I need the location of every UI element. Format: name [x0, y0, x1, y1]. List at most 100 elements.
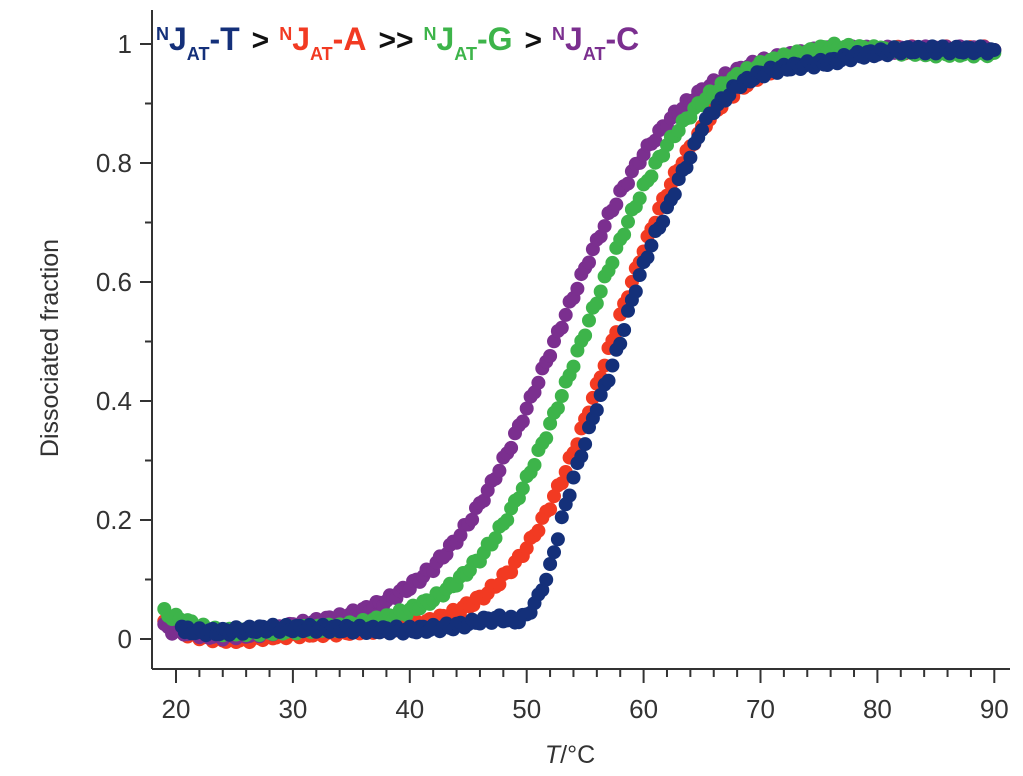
data-point	[589, 296, 604, 311]
data-point	[543, 349, 558, 363]
data-point	[609, 197, 624, 212]
data-point	[515, 414, 530, 429]
data-point	[465, 512, 480, 527]
legend-label: -T	[209, 21, 240, 57]
data-point	[531, 375, 546, 390]
data-point	[987, 42, 1002, 57]
y-tick-label: 0.8	[96, 148, 132, 178]
legend-sub: AT	[187, 44, 210, 64]
legend-sub: AT	[310, 44, 333, 64]
data-point	[621, 303, 635, 318]
data-point	[492, 463, 507, 478]
x-tick-label: 60	[629, 694, 658, 724]
data-point	[566, 359, 581, 374]
data-point	[531, 523, 546, 538]
legend-label: -G	[477, 21, 513, 57]
data-point	[504, 440, 519, 455]
data-point	[695, 122, 709, 137]
y-tick-label: 0.4	[96, 386, 132, 416]
data-point	[656, 214, 671, 229]
data-point	[644, 238, 659, 253]
x-tick-label: 30	[278, 694, 307, 724]
data-point	[605, 358, 620, 373]
legend-sup: N	[279, 24, 292, 44]
data-point	[500, 513, 515, 528]
data-point	[621, 176, 635, 191]
axes	[151, 10, 1010, 670]
legend-separator: >>	[378, 24, 413, 57]
data-point	[543, 416, 558, 431]
data-point	[589, 403, 604, 418]
data-point	[574, 449, 589, 464]
x-tick-label: 90	[980, 694, 1009, 724]
ticks: 20 30 40 50 60 70 80 90 0 0.2 0.4 0.6 0.8 1	[96, 29, 1009, 724]
data-points	[157, 36, 1002, 650]
data-point	[582, 313, 596, 328]
y-tick-label: 0.6	[96, 267, 132, 297]
data-point	[601, 373, 616, 388]
y-tick-label: 0	[118, 624, 132, 654]
data-point	[683, 150, 698, 165]
data-point	[617, 323, 632, 337]
data-point	[519, 401, 534, 416]
data-point	[554, 389, 569, 403]
data-point	[644, 169, 659, 184]
data-point	[570, 281, 585, 296]
data-point	[550, 401, 565, 416]
data-point	[543, 557, 558, 571]
data-point	[628, 284, 643, 299]
legend: NJAT-T > NJAT-A >> NJAT-G > NJAT-C	[156, 21, 639, 64]
x-axis-title: T/°C	[545, 741, 595, 769]
legend-separator: >	[252, 24, 270, 57]
data-point	[488, 531, 503, 546]
data-point	[632, 191, 647, 206]
x-tick-label: 70	[746, 694, 775, 724]
legend-main: J	[436, 21, 454, 57]
data-point	[621, 214, 635, 229]
data-point	[582, 255, 596, 270]
data-point	[593, 388, 608, 402]
x-tick-label: 50	[512, 694, 541, 724]
series-NJAT-G	[157, 36, 1002, 643]
legend-label: -A	[333, 21, 367, 57]
legend-sup: N	[156, 24, 169, 44]
data-point	[527, 458, 542, 472]
data-point	[566, 470, 581, 485]
data-point	[578, 437, 593, 452]
data-point	[593, 284, 608, 299]
data-point	[554, 510, 569, 525]
y-tick-label: 0.2	[96, 505, 132, 535]
legend-sub: AT	[454, 44, 477, 64]
legend-main: J	[565, 21, 583, 57]
legend-sup: N	[552, 24, 565, 44]
legend-sup: N	[423, 24, 436, 44]
data-point	[605, 255, 620, 270]
x-axis-title-var: T	[545, 741, 562, 769]
data-point	[640, 250, 655, 265]
y-tick-label: 1	[118, 29, 132, 59]
data-point	[547, 545, 561, 560]
data-point	[578, 328, 593, 343]
data-point	[617, 227, 632, 242]
data-point	[539, 431, 554, 446]
series-NJAT-T	[174, 39, 1002, 643]
x-tick-label: 20	[162, 694, 191, 724]
y-axis-title: Dissociated fraction	[36, 239, 64, 457]
data-point	[543, 502, 558, 517]
data-point	[547, 489, 561, 504]
legend-main: J	[292, 21, 310, 57]
data-point	[554, 320, 569, 335]
data-point	[558, 307, 573, 322]
x-axis-title-unit: /°C	[560, 741, 595, 769]
data-point	[562, 488, 577, 503]
data-point	[632, 268, 647, 282]
data-point	[613, 336, 628, 351]
legend-label: -C	[606, 21, 640, 57]
data-point	[515, 481, 530, 496]
legend-sub: AT	[583, 44, 606, 64]
legend-main: J	[169, 21, 187, 57]
data-point	[539, 572, 554, 587]
x-tick-label: 80	[863, 694, 892, 724]
legend-separator: >	[525, 24, 543, 57]
